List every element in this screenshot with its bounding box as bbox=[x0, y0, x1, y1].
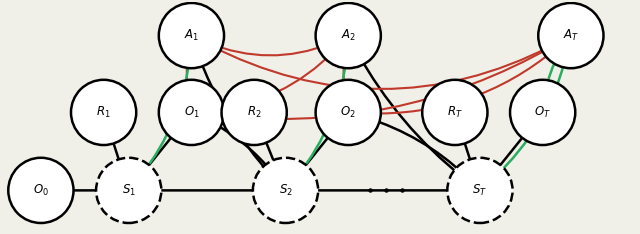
Text: $S_T$: $S_T$ bbox=[472, 183, 488, 198]
FancyArrowPatch shape bbox=[356, 51, 463, 178]
FancyArrowPatch shape bbox=[341, 56, 347, 95]
FancyArrowPatch shape bbox=[297, 56, 349, 176]
FancyArrowPatch shape bbox=[140, 129, 179, 176]
FancyArrowPatch shape bbox=[140, 56, 192, 176]
FancyArrowPatch shape bbox=[365, 117, 465, 176]
Text: $R_T$: $R_T$ bbox=[447, 105, 463, 120]
Ellipse shape bbox=[538, 3, 604, 68]
Ellipse shape bbox=[159, 3, 224, 68]
Ellipse shape bbox=[71, 80, 136, 145]
FancyArrowPatch shape bbox=[109, 132, 123, 173]
Text: $S_2$: $S_2$ bbox=[278, 183, 292, 198]
Ellipse shape bbox=[316, 80, 381, 145]
FancyArrowPatch shape bbox=[261, 132, 279, 174]
FancyArrowPatch shape bbox=[59, 187, 108, 194]
Text: $O_2$: $O_2$ bbox=[340, 105, 356, 120]
Ellipse shape bbox=[96, 158, 161, 223]
FancyArrowPatch shape bbox=[493, 56, 568, 178]
FancyArrowPatch shape bbox=[366, 49, 556, 113]
Text: $R_1$: $R_1$ bbox=[96, 105, 111, 120]
FancyArrowPatch shape bbox=[209, 46, 554, 119]
FancyArrowPatch shape bbox=[208, 43, 330, 55]
Ellipse shape bbox=[447, 158, 513, 223]
Ellipse shape bbox=[422, 80, 488, 145]
FancyArrowPatch shape bbox=[147, 187, 265, 194]
FancyArrowPatch shape bbox=[209, 51, 335, 111]
Ellipse shape bbox=[8, 158, 74, 223]
Ellipse shape bbox=[510, 80, 575, 145]
Ellipse shape bbox=[221, 80, 287, 145]
Text: $S_1$: $S_1$ bbox=[122, 183, 136, 198]
FancyArrowPatch shape bbox=[545, 53, 559, 95]
FancyArrowPatch shape bbox=[492, 129, 529, 176]
Ellipse shape bbox=[159, 80, 224, 145]
Text: $A_2$: $A_2$ bbox=[340, 28, 356, 43]
FancyArrowPatch shape bbox=[184, 56, 190, 95]
Text: $A_1$: $A_1$ bbox=[184, 28, 199, 43]
FancyArrowPatch shape bbox=[460, 132, 474, 173]
FancyArrowPatch shape bbox=[208, 120, 273, 174]
FancyArrowPatch shape bbox=[297, 129, 335, 176]
Text: $O_T$: $O_T$ bbox=[534, 105, 551, 120]
FancyArrowPatch shape bbox=[207, 44, 553, 89]
Ellipse shape bbox=[316, 3, 381, 68]
Text: $O_1$: $O_1$ bbox=[184, 105, 199, 120]
FancyArrowPatch shape bbox=[303, 187, 459, 194]
Text: $A_T$: $A_T$ bbox=[563, 28, 579, 43]
Ellipse shape bbox=[253, 158, 318, 223]
Text: $O_0$: $O_0$ bbox=[33, 183, 49, 198]
Text: $R_2$: $R_2$ bbox=[247, 105, 262, 120]
FancyArrowPatch shape bbox=[197, 53, 271, 175]
